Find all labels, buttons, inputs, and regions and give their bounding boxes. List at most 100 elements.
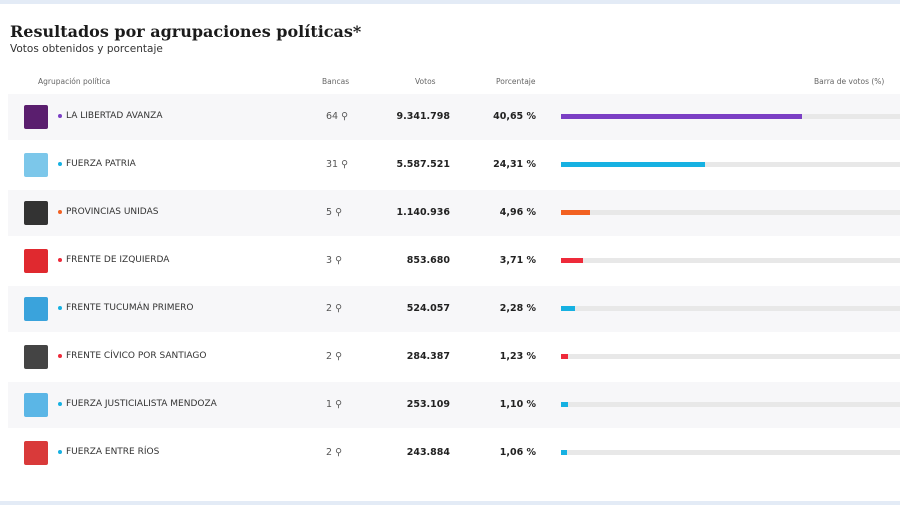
seats: 5 ⚲ [326, 207, 342, 218]
table-row: FUERZA PATRIA 31 ⚲ 5.587.521 24,31 % [8, 142, 900, 188]
header-seats: Bancas [322, 77, 350, 86]
person-icon: ⚲ [335, 303, 343, 314]
votes: 284.387 [406, 351, 450, 362]
percent: 3,71 % [499, 255, 536, 266]
seats: 2 ⚲ [326, 447, 342, 458]
percent: 40,65 % [493, 111, 536, 122]
party-name-text: FUERZA PATRIA [66, 159, 136, 169]
vote-bar-fill [561, 210, 591, 215]
seats-value: 31 [326, 159, 339, 170]
party-logo [24, 441, 48, 465]
vote-bar-fill [561, 258, 583, 263]
party-name: FUERZA JUSTICIALISTA MENDOZA [58, 399, 217, 409]
vote-bar-fill [561, 354, 569, 359]
table-row: FRENTE DE IZQUIERDA 3 ⚲ 853.680 3,71 % [8, 238, 900, 284]
seats-value: 2 [326, 351, 333, 362]
party-color-dot [58, 257, 62, 262]
party-logo [24, 297, 48, 321]
seats: 2 ⚲ [326, 303, 342, 314]
party-name: FUERZA PATRIA [58, 159, 136, 169]
person-icon: ⚲ [335, 255, 343, 266]
party-name-text: LA LIBERTAD AVANZA [66, 111, 163, 121]
percent: 24,31 % [493, 159, 536, 170]
party-name-text: FRENTE DE IZQUIERDA [66, 255, 170, 265]
person-icon: ⚲ [335, 399, 343, 410]
table-row: FUERZA ENTRE RÍOS 2 ⚲ 243.884 1,06 % [8, 430, 900, 476]
vote-bar-fill [561, 402, 568, 407]
percent: 1,23 % [499, 351, 536, 362]
party-color-dot [58, 113, 62, 118]
party-logo [24, 249, 48, 273]
page-title: Resultados por agrupaciones políticas* [10, 22, 362, 41]
vote-bar-fill [561, 114, 803, 119]
vote-bar-track [561, 210, 900, 215]
party-name-text: FRENTE CÍVICO POR SANTIAGO [66, 351, 207, 361]
seats: 31 ⚲ [326, 159, 348, 170]
party-name-text: FUERZA JUSTICIALISTA MENDOZA [66, 399, 217, 409]
votes: 5.587.521 [396, 159, 451, 170]
person-icon: ⚲ [335, 447, 343, 458]
party-color-dot [58, 209, 62, 214]
seats-value: 1 [326, 399, 333, 410]
seats: 3 ⚲ [326, 255, 342, 266]
table-row: LA LIBERTAD AVANZA 64 ⚲ 9.341.798 40,65 … [8, 94, 900, 140]
party-name: LA LIBERTAD AVANZA [58, 111, 163, 121]
vote-bar-track [561, 402, 900, 407]
party-color-dot [58, 401, 62, 406]
vote-bar-track [561, 450, 900, 455]
percent: 2,28 % [499, 303, 536, 314]
votes: 1.140.936 [396, 207, 451, 218]
table-row: FRENTE CÍVICO POR SANTIAGO 2 ⚲ 284.387 1… [8, 334, 900, 380]
party-logo [24, 153, 48, 177]
person-icon: ⚲ [341, 111, 349, 122]
table-row: FUERZA JUSTICIALISTA MENDOZA 1 ⚲ 253.109… [8, 382, 900, 428]
party-color-dot [58, 161, 62, 166]
votes: 253.109 [406, 399, 450, 410]
votes: 243.884 [406, 447, 450, 458]
party-name: PROVINCIAS UNIDAS [58, 207, 158, 217]
party-name: FUERZA ENTRE RÍOS [58, 447, 159, 457]
percent: 1,06 % [499, 447, 536, 458]
seats: 2 ⚲ [326, 351, 342, 362]
header-percent: Porcentaje [496, 77, 536, 86]
party-name-text: PROVINCIAS UNIDAS [66, 207, 159, 217]
seats: 1 ⚲ [326, 399, 342, 410]
person-icon: ⚲ [335, 207, 343, 218]
party-color-dot [58, 353, 62, 358]
person-icon: ⚲ [341, 159, 349, 170]
party-name-text: FRENTE TUCUMÁN PRIMERO [66, 303, 194, 313]
party-name-text: FUERZA ENTRE RÍOS [66, 447, 160, 457]
vote-bar-track [561, 162, 900, 167]
party-name: FRENTE CÍVICO POR SANTIAGO [58, 351, 206, 361]
vote-bar-track [561, 354, 900, 359]
vote-bar-track [561, 114, 900, 119]
header-votes: Votos [415, 77, 436, 86]
header-party: Agrupación política [38, 77, 111, 86]
party-logo [24, 105, 48, 129]
person-icon: ⚲ [335, 351, 343, 362]
party-color-dot [58, 305, 62, 310]
top-border [0, 0, 900, 4]
votes: 524.057 [406, 303, 450, 314]
party-logo [24, 201, 48, 225]
page-subtitle: Votos obtenidos y porcentaje [10, 43, 163, 55]
votes: 9.341.798 [396, 111, 451, 122]
party-name: FRENTE TUCUMÁN PRIMERO [58, 303, 194, 313]
party-logo [24, 393, 48, 417]
percent: 1,10 % [499, 399, 536, 410]
seats-value: 5 [326, 207, 333, 218]
party-color-dot [58, 449, 62, 454]
party-logo [24, 345, 48, 369]
seats-value: 64 [326, 111, 339, 122]
percent: 4,96 % [499, 207, 536, 218]
table-row: PROVINCIAS UNIDAS 5 ⚲ 1.140.936 4,96 % [8, 190, 900, 236]
seats-value: 3 [326, 255, 333, 266]
vote-bar-track [561, 258, 900, 263]
header-bar: Barra de votos (%) [814, 77, 885, 86]
votes: 853.680 [406, 255, 450, 266]
seats-value: 2 [326, 447, 333, 458]
bottom-border [0, 501, 900, 505]
vote-bar-track [561, 306, 900, 311]
seats-value: 2 [326, 303, 333, 314]
vote-bar-fill [561, 162, 706, 167]
